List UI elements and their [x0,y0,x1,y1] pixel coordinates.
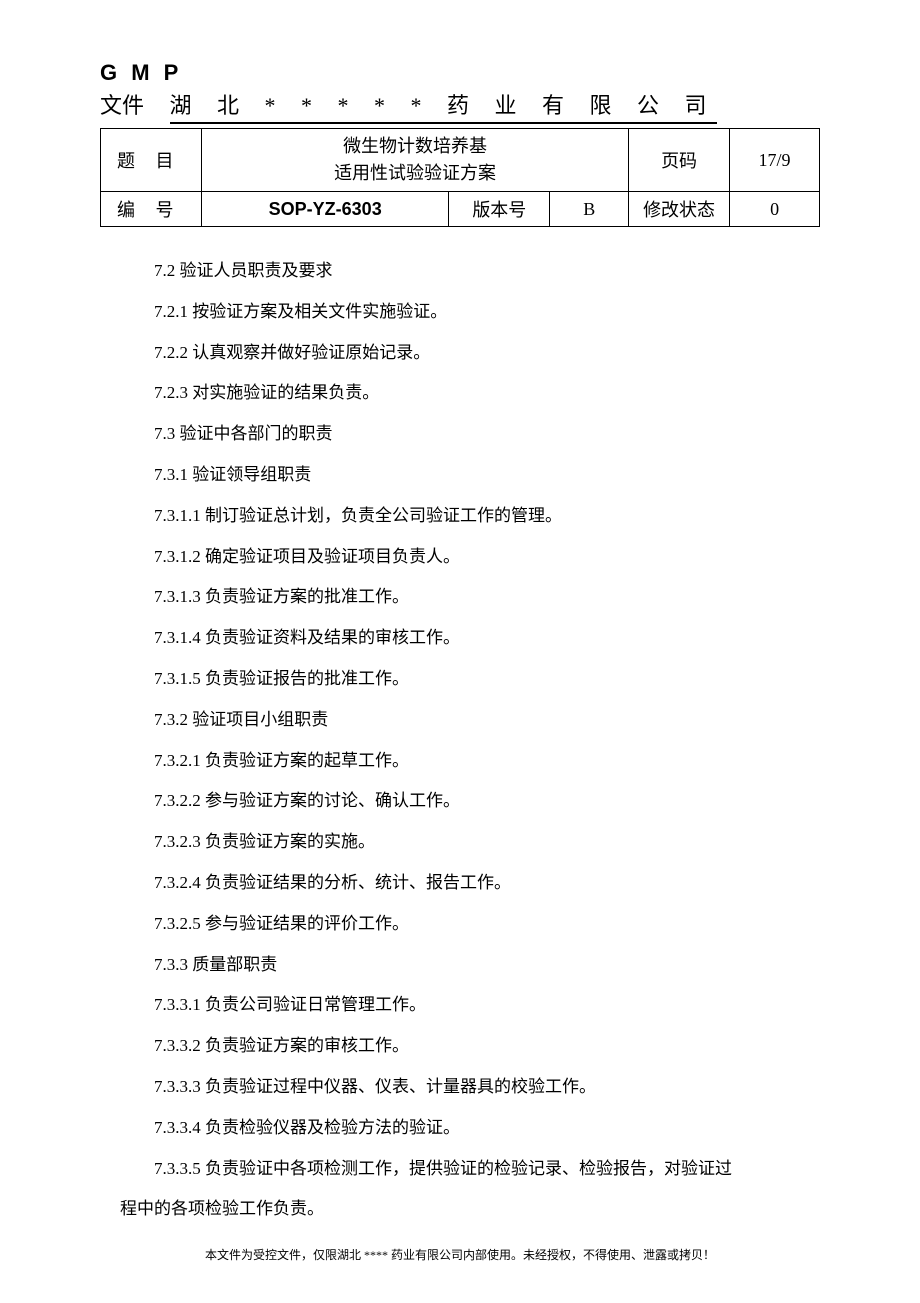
body-line: 7.3.2.4 负责验证结果的分析、统计、报告工作。 [120,863,800,904]
file-label: 文件 [100,88,144,120]
gmp-label: G M P [100,60,820,86]
body-line: 7.3.2.5 参与验证结果的评价工作。 [120,904,800,945]
body-line: 7.3.1.2 确定验证项目及验证项目负责人。 [120,537,800,578]
title-label-cell: 题 目 [101,129,202,192]
body-line: 7.3.3.2 负责验证方案的审核工作。 [120,1026,800,1067]
body-line: 7.3.3.1 负责公司验证日常管理工作。 [120,985,800,1026]
version-label-cell: 版本号 [449,192,550,227]
title-cell: 微生物计数培养基 适用性试验验证方案 [202,129,629,192]
version-value-cell: B [550,192,629,227]
body-line: 7.3.1.3 负责验证方案的批准工作。 [120,577,800,618]
footer-text: 本文件为受控文件，仅限湖北 **** 药业有限公司内部使用。未经授权，不得使用、… [205,1248,715,1262]
body-line: 7.3.1.5 负责验证报告的批准工作。 [120,659,800,700]
body-line: 7.3.3.5 负责验证中各项检测工作，提供验证的检验记录、检验报告，对验证过 [120,1149,800,1190]
rev-label-cell: 修改状态 [629,192,730,227]
body-line: 7.3.2.2 参与验证方案的讨论、确认工作。 [120,781,800,822]
rev-value-cell: 0 [730,192,820,227]
body-line: 7.2.2 认真观察并做好验证原始记录。 [120,333,800,374]
body-line: 7.3.1.4 负责验证资料及结果的审核工作。 [120,618,800,659]
body-line: 7.3.3.3 负责验证过程中仪器、仪表、计量器具的校验工作。 [120,1067,800,1108]
body-line: 7.3 验证中各部门的职责 [120,414,800,455]
body-line: 7.2.1 按验证方案及相关文件实施验证。 [120,292,800,333]
body-line: 程中的各项检验工作负责。 [120,1189,800,1230]
body-line: 7.3.2.3 负责验证方案的实施。 [120,822,800,863]
code-value-cell: SOP-YZ-6303 [202,192,449,227]
body-line: 7.3.3.4 负责检验仪器及检验方法的验证。 [120,1108,800,1149]
company-line: 文件 湖 北 * * * * * 药 业 有 限 公 司 [100,88,820,124]
page-value-cell: 17/9 [730,129,820,192]
company-name: 湖 北 * * * * * 药 业 有 限 公 司 [170,88,717,124]
title-line1: 微生物计数培养基 [210,133,620,160]
body-line: 7.3.1.1 制订验证总计划，负责全公司验证工作的管理。 [120,496,800,537]
body-line: 7.2 验证人员职责及要求 [120,251,800,292]
footer: 本文件为受控文件，仅限湖北 **** 药业有限公司内部使用。未经授权，不得使用、… [0,1246,920,1263]
page-label-cell: 页码 [629,129,730,192]
body-line: 7.3.2.1 负责验证方案的起草工作。 [120,741,800,782]
body-line: 7.3.2 验证项目小组职责 [120,700,800,741]
title-line2: 适用性试验验证方案 [210,160,620,187]
header-table: 题 目 微生物计数培养基 适用性试验验证方案 页码 17/9 编 号 SOP-Y… [100,128,820,227]
body-line: 7.3.3 质量部职责 [120,945,800,986]
document-body: 7.2 验证人员职责及要求 7.2.1 按验证方案及相关文件实施验证。 7.2.… [100,251,820,1230]
body-line: 7.2.3 对实施验证的结果负责。 [120,373,800,414]
code-label-cell: 编 号 [101,192,202,227]
body-line: 7.3.1 验证领导组职责 [120,455,800,496]
